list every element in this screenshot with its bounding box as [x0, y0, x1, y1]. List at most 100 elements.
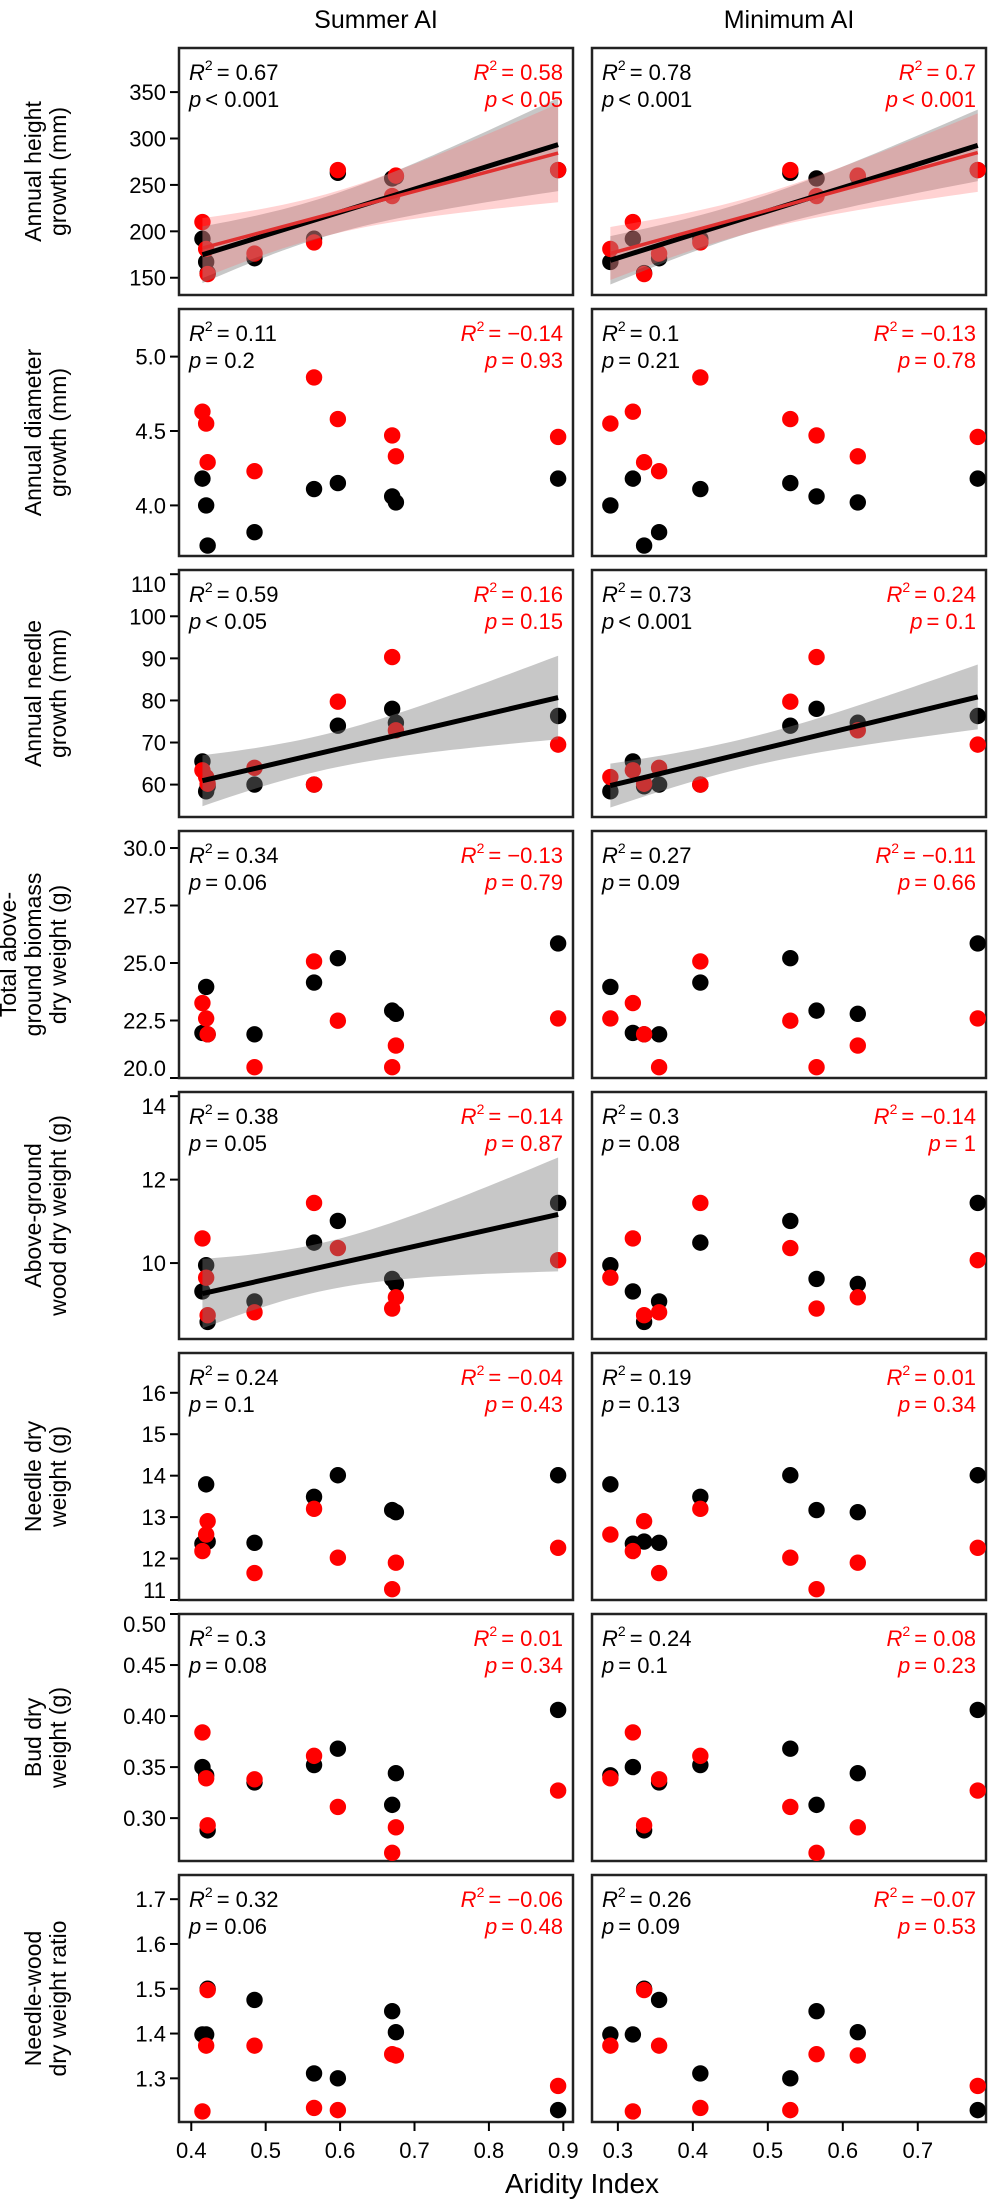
p-value: = 0.13	[618, 1392, 680, 1417]
p-symbol: p	[601, 609, 614, 634]
p-symbol: p	[188, 1653, 201, 1678]
data-point-black	[329, 1467, 347, 1484]
r-squared-value: = 0.24	[914, 582, 976, 607]
r-symbol: R	[189, 1104, 205, 1129]
r-squared-label-black: R2 = 0.19	[602, 1362, 691, 1390]
y-axis-label: Annual heightgrowth (mm)	[20, 101, 71, 242]
y-axis-label-line: weight (g)	[45, 1426, 71, 1528]
data-point-red	[305, 234, 323, 251]
data-point-red	[692, 953, 709, 970]
data-point-black	[650, 523, 668, 541]
confidence-band-black	[202, 98, 559, 284]
data-point-red	[650, 1058, 668, 1076]
data-point-black	[305, 1488, 323, 1506]
r-squared-label-red: R2 = −0.14	[461, 1101, 563, 1129]
r-squared-value: = 0.73	[630, 582, 692, 607]
r-squared-label-black: R2 = 0.24	[189, 1362, 278, 1390]
superscript-2: 2	[205, 318, 213, 334]
superscript-2: 2	[890, 318, 898, 334]
data-point-black	[635, 537, 653, 554]
p-value: = 0.34	[501, 1653, 563, 1678]
data-point-red	[387, 2047, 405, 2064]
r-squared-value: = −0.13	[488, 843, 563, 868]
p-value-label-red: p = 0.48	[484, 1914, 563, 1939]
data-point-black	[808, 1270, 825, 1288]
p-value-label-black: p = 0.1	[188, 1392, 255, 1417]
p-value-label-black: p = 0.09	[601, 870, 680, 895]
r-symbol: R	[461, 1104, 477, 1129]
y-tick-label: 1.6	[135, 1932, 166, 1957]
data-point-red	[194, 2103, 211, 2120]
r-symbol: R	[189, 843, 205, 868]
data-point-black	[602, 1476, 619, 1493]
x-tick-label: 0.4	[176, 2138, 207, 2163]
data-point-black	[650, 1026, 668, 1043]
data-point-red	[383, 1058, 401, 1076]
r-squared-value: = 0.3	[217, 1626, 267, 1651]
y-tick-label: 14	[142, 1464, 166, 1489]
y-tick-label: 80	[142, 688, 166, 713]
data-point-black	[549, 707, 567, 725]
y-tick-label: 15	[142, 1422, 166, 1447]
r-symbol: R	[602, 1104, 618, 1129]
r-squared-value: = −0.11	[903, 843, 976, 868]
r-squared-label-red: R2 = −0.14	[874, 1101, 976, 1129]
data-point-red	[305, 369, 323, 386]
superscript-2: 2	[489, 579, 497, 595]
data-point-red	[246, 1304, 263, 1321]
superscript-2: 2	[205, 57, 213, 73]
data-point-black	[650, 1534, 668, 1552]
p-symbol: p	[188, 1131, 201, 1156]
superscript-2: 2	[902, 579, 910, 595]
p-value: = 0.87	[501, 1131, 563, 1156]
data-point-red	[808, 1844, 825, 1862]
p-symbol: p	[484, 87, 497, 112]
y-tick-label: 11	[143, 1578, 166, 1603]
data-point-red	[692, 2099, 709, 2117]
data-point-black	[383, 1796, 401, 1814]
r-squared-value: = 0.24	[217, 1365, 279, 1390]
data-point-red	[246, 2037, 263, 2054]
r-symbol: R	[461, 843, 477, 868]
p-value-label-red: p = 0.66	[897, 870, 976, 895]
p-symbol: p	[188, 1914, 201, 1939]
data-point-red	[650, 462, 668, 480]
data-point-black	[808, 170, 825, 187]
data-point-red	[387, 1037, 405, 1054]
data-point-red	[650, 245, 668, 262]
data-point-red	[808, 427, 825, 444]
r-squared-label-red: R2 = −0.07	[874, 1884, 976, 1912]
r-squared-value: = 0.3	[630, 1104, 680, 1129]
data-point-red	[602, 1269, 619, 1286]
data-point-red	[782, 410, 799, 428]
data-point-black	[329, 1212, 347, 1230]
y-tick-label: 110	[131, 572, 166, 597]
x-tick-label: 0.7	[902, 2138, 933, 2163]
r-squared-label-red: R2 = 0.01	[474, 1623, 563, 1651]
data-point-red	[329, 1798, 347, 1816]
data-point-red	[602, 2037, 619, 2054]
data-point-red	[849, 2047, 866, 2064]
p-value: = 0.15	[501, 609, 563, 634]
r-symbol: R	[887, 1626, 903, 1651]
data-point-red	[387, 1289, 405, 1306]
data-point-red	[782, 1549, 799, 1566]
data-point-red	[305, 1194, 323, 1212]
data-point-black	[549, 2101, 567, 2119]
r-squared-label-red: R2 = 0.58	[474, 57, 563, 85]
data-point-red	[246, 245, 263, 262]
data-point-black	[692, 974, 709, 991]
r-squared-label-black: R2 = 0.27	[602, 840, 691, 868]
data-point-black	[782, 1212, 799, 1230]
data-point-red	[549, 2077, 567, 2095]
p-symbol: p	[484, 1653, 497, 1678]
data-point-red	[635, 454, 653, 471]
data-point-red	[635, 265, 653, 283]
data-point-red	[782, 161, 799, 179]
y-tick-label: 0.40	[123, 1704, 166, 1729]
